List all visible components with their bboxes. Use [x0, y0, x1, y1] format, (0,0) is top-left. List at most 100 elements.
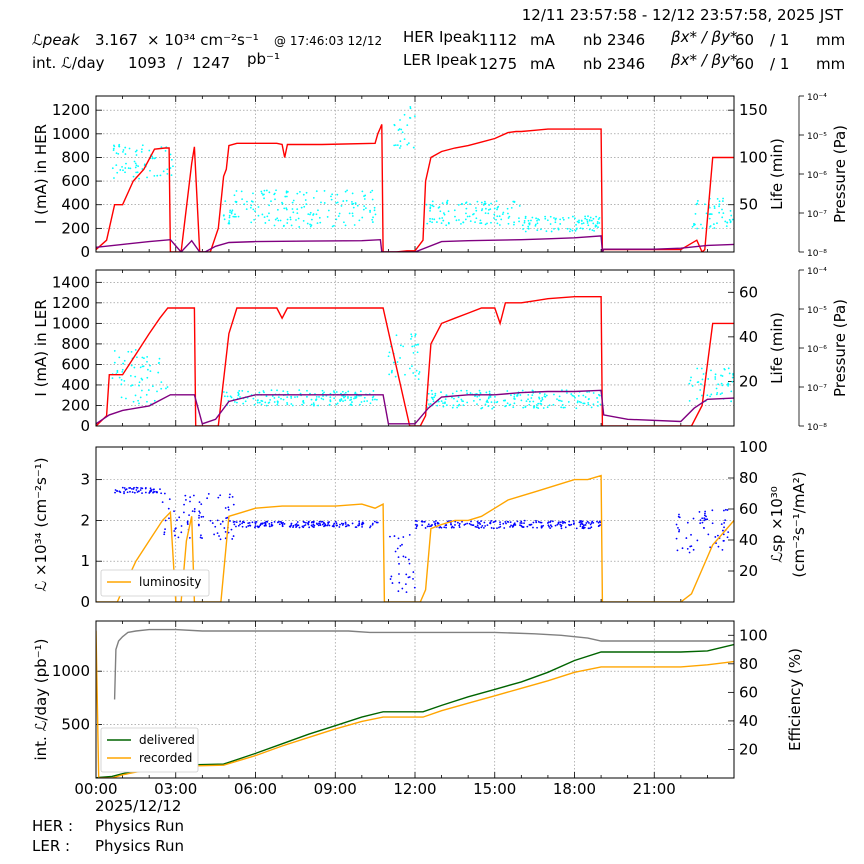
scatter-point — [721, 392, 723, 395]
scatter-point — [396, 547, 399, 550]
scatter-point — [513, 393, 516, 396]
scatter-point — [471, 524, 474, 527]
scatter-points-pressure — [111, 105, 734, 233]
scatter-point — [391, 582, 394, 584]
scatter-point — [263, 391, 265, 394]
scatter-point — [495, 401, 498, 404]
scatter-point — [277, 396, 280, 399]
scatter-point — [579, 525, 582, 528]
scatter-point — [174, 534, 176, 537]
scatter-point — [121, 368, 124, 371]
scatter-point — [274, 198, 276, 201]
scatter-point — [583, 402, 586, 405]
scatter-point — [315, 395, 318, 398]
scatter-point — [335, 524, 338, 527]
scatter-point — [590, 219, 593, 222]
scatter-point — [189, 496, 192, 499]
scatter-point — [466, 392, 469, 395]
scatter-point — [453, 397, 455, 400]
scatter-point — [302, 526, 305, 529]
scatter-point — [417, 378, 420, 381]
scatter-point — [732, 373, 734, 375]
scatter-point — [306, 395, 308, 398]
scatter-point — [309, 225, 312, 228]
scatter-point — [342, 522, 345, 525]
scatter-point — [532, 521, 535, 524]
scatter-point — [247, 390, 249, 393]
scatter-point — [373, 520, 376, 523]
scatter-point — [429, 209, 431, 212]
scatter-point — [452, 526, 455, 529]
scatter-point — [291, 201, 294, 204]
scatter-point — [469, 203, 471, 206]
scatter-point — [414, 523, 417, 526]
scatter-point — [219, 523, 222, 525]
scatter-point — [235, 190, 238, 192]
scatter-point — [151, 157, 154, 160]
scatter-point — [478, 527, 480, 530]
pressure-axis-label: Pressure (Pa) — [831, 299, 849, 397]
scatter-point — [713, 207, 716, 209]
scatter-point — [351, 203, 353, 205]
scatter-point — [418, 371, 421, 373]
scatter-point — [373, 209, 376, 212]
scatter-point — [155, 490, 158, 493]
scatter-point — [578, 221, 580, 224]
scatter-point — [263, 189, 266, 192]
scatter-point — [490, 221, 492, 224]
scatter-point — [393, 123, 396, 126]
scatter-point — [569, 228, 572, 231]
scatter-point — [123, 380, 126, 382]
scatter-point — [458, 522, 461, 525]
scatter-point — [524, 406, 527, 409]
scatter-point — [484, 525, 487, 527]
scatter-point — [535, 521, 538, 524]
scatter-point — [151, 155, 154, 158]
scatter-point — [559, 523, 562, 526]
scatter-point — [440, 222, 443, 224]
scatter-point — [213, 533, 216, 536]
scatter-point — [530, 397, 533, 399]
scatter-point — [344, 521, 347, 524]
scatter-point — [439, 210, 442, 213]
scatter-point — [476, 403, 478, 406]
scatter-point — [416, 520, 418, 523]
scatter-point — [408, 367, 411, 370]
scatter-point — [321, 523, 324, 526]
scatter-point — [496, 222, 499, 225]
scatter-point — [462, 221, 465, 224]
scatter-point — [371, 398, 374, 401]
scatter-point — [592, 222, 595, 225]
scatter-point — [327, 209, 330, 212]
scatter-point — [535, 404, 538, 406]
scatter-point — [730, 390, 733, 393]
scatter-point — [536, 219, 538, 222]
scatter-point — [376, 521, 379, 524]
scatter-point — [292, 211, 295, 214]
scatter-point — [483, 521, 486, 524]
scatter-point — [224, 530, 227, 533]
scatter-point — [424, 527, 427, 529]
scatter-point — [421, 520, 423, 523]
run-date: 2025/12/12 — [95, 797, 182, 815]
scatter-point — [221, 520, 224, 523]
lpeak-unit: × 10³⁴ cm⁻²s⁻¹ — [147, 31, 259, 49]
scatter-point — [403, 138, 406, 141]
scatter-point — [492, 527, 495, 530]
scatter-point — [310, 403, 313, 406]
legend-box — [100, 569, 210, 597]
scatter-point — [532, 400, 535, 403]
scatter-point — [298, 389, 301, 392]
scatter-point — [399, 119, 401, 121]
her-beta-label: βx* / βy* — [671, 28, 738, 46]
scatter-point — [343, 396, 345, 399]
scatter-point — [410, 335, 413, 338]
scatter-point — [548, 525, 550, 528]
scatter-point — [499, 521, 501, 523]
scatter-point — [489, 208, 492, 211]
scatter-point — [528, 400, 531, 403]
scatter-point — [261, 192, 263, 195]
scatter-point — [305, 191, 308, 194]
scatter-point — [245, 208, 248, 211]
scatter-point — [489, 521, 492, 524]
